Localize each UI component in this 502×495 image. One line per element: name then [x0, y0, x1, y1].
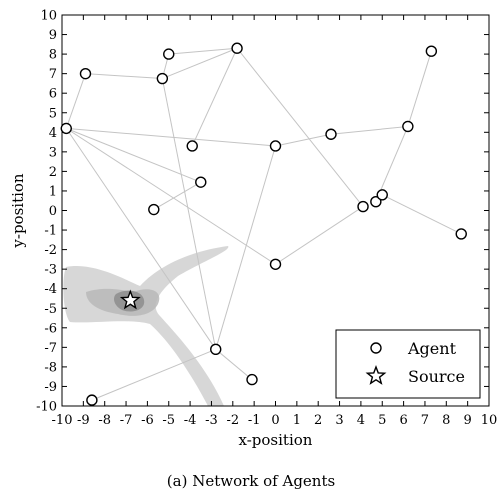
agent-marker — [156, 72, 169, 85]
axis-ticks: -10 -9 -8 -7 -6 -5 -4 -3 -2 -1 0 1 2 3 4 5 6 7 8 9 10-10-9-8… — [36, 9, 497, 429]
x-tick-label: -2 — [226, 413, 239, 428]
agent-marker — [148, 203, 160, 216]
x-tick-label: 0 — [271, 413, 279, 428]
x-tick-label: 4 — [357, 413, 365, 428]
y-tick-label: 1 — [49, 184, 57, 199]
y-tick-label: -8 — [44, 360, 57, 375]
x-tick-label: -9 — [77, 413, 90, 428]
agent-marker — [86, 394, 98, 406]
figure-caption: (a) Network of Agents — [167, 472, 335, 490]
network-edge — [85, 73, 163, 80]
network-edge — [66, 127, 276, 147]
y-tick-label: -1 — [44, 224, 57, 239]
x-tick-label: -5 — [162, 413, 175, 428]
x-tick-label: 9 — [464, 413, 472, 428]
x-tick-label: -8 — [98, 413, 111, 428]
x-tick-label: -6 — [141, 413, 154, 428]
y-tick-label: -2 — [44, 243, 57, 258]
agent-marker — [163, 48, 175, 60]
agent-marker — [455, 228, 467, 240]
network-edge — [275, 133, 332, 147]
source-field — [63, 246, 229, 406]
y-tick-label: -7 — [44, 341, 57, 356]
network-edge — [65, 73, 86, 129]
y-tick-label: 4 — [49, 126, 57, 141]
network-edge — [161, 78, 217, 350]
network-edge — [168, 47, 238, 55]
agent-marker — [325, 128, 337, 140]
network-edge — [65, 127, 276, 265]
x-tick-label: 1 — [293, 413, 301, 428]
y-tick-label: 0 — [49, 204, 57, 219]
network-edge — [375, 126, 409, 202]
y-tick-label: 9 — [49, 28, 57, 43]
x-tick-label: -3 — [205, 413, 218, 428]
legend-box — [335, 329, 481, 399]
source-field-outer — [63, 246, 229, 406]
x-tick-label: 8 — [442, 413, 450, 428]
y-tick-label: -3 — [44, 263, 57, 278]
x-tick-label: 6 — [399, 413, 407, 428]
y-tick-label: -5 — [44, 302, 57, 317]
y-tick-label: 3 — [49, 145, 57, 160]
y-tick-label: 6 — [49, 87, 57, 102]
x-tick-label: 2 — [314, 413, 322, 428]
network-edge — [236, 47, 364, 207]
y-tick-label: 7 — [49, 67, 57, 82]
y-tick-label: -9 — [44, 380, 57, 395]
network-edge — [191, 48, 238, 147]
x-tick-label: 10 — [481, 413, 498, 428]
x-tick-label: -10 — [52, 413, 73, 428]
agent-marker — [246, 373, 258, 386]
x-tick-label: -4 — [184, 413, 197, 428]
agent-marker — [269, 258, 282, 270]
agent-marker — [269, 140, 282, 152]
y-tick-label: -10 — [36, 400, 57, 415]
y-tick-label: 2 — [49, 165, 57, 180]
legend-source-marker — [365, 365, 387, 385]
data-points — [60, 42, 467, 406]
y-tick-label: 5 — [49, 106, 57, 121]
x-tick-label: -7 — [120, 413, 133, 428]
agent-marker — [357, 200, 369, 213]
agent-marker — [425, 45, 438, 57]
agent-marker — [210, 343, 222, 356]
legend-source-label: Source — [408, 367, 465, 386]
network-edge — [162, 47, 238, 80]
y-tick-label: 8 — [49, 48, 57, 63]
source-marker — [119, 289, 141, 310]
agent-marker — [231, 42, 243, 54]
legend-agent-marker — [370, 342, 382, 354]
x-tick-label: -1 — [248, 413, 261, 428]
y-axis-label: y-position — [9, 173, 27, 249]
network-edge — [215, 348, 253, 380]
y-tick-label: 10 — [40, 9, 57, 24]
agent-marker — [60, 122, 72, 135]
agent-marker — [79, 67, 92, 80]
network-edge — [153, 181, 202, 210]
agent-marker — [195, 176, 207, 188]
network-edge — [382, 194, 462, 235]
y-tick-label: -6 — [44, 321, 57, 336]
network-edge — [407, 51, 432, 127]
x-axis-label: x-position — [239, 431, 313, 449]
legend: Agent Source — [335, 329, 481, 399]
agent-marker — [186, 140, 198, 152]
agent-marker — [402, 120, 414, 133]
network-edge — [275, 206, 364, 265]
x-tick-label: 7 — [421, 413, 429, 428]
x-tick-label: 3 — [335, 413, 343, 428]
x-tick-label: 5 — [378, 413, 386, 428]
agent-marker — [376, 189, 388, 201]
y-tick-label: -4 — [44, 282, 57, 297]
network-edge — [65, 128, 217, 350]
network-edge — [215, 145, 276, 350]
network-edges — [65, 47, 462, 401]
network-edge — [91, 348, 216, 401]
network-edge — [330, 125, 408, 135]
network-edge — [66, 127, 201, 183]
agent-marker — [370, 196, 382, 208]
legend-agent-label: Agent — [407, 339, 457, 358]
